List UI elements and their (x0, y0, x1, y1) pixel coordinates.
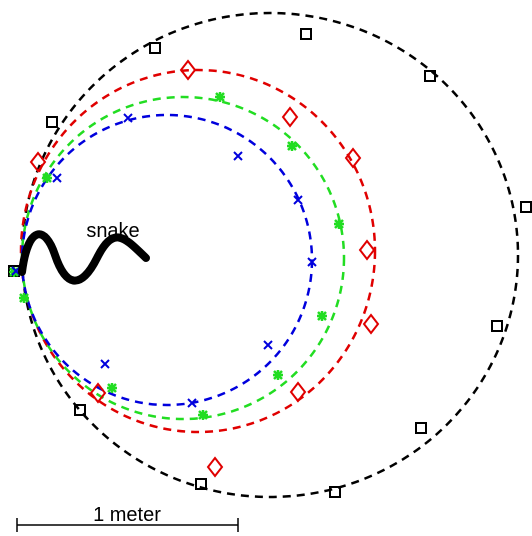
markers (9, 29, 531, 497)
diamond-marker (208, 458, 222, 476)
diamond-marker (283, 108, 297, 126)
asterisk-marker (273, 370, 283, 380)
scale-label: 1 meter (93, 504, 161, 526)
x-marker (124, 114, 132, 122)
square-marker (150, 43, 160, 53)
square-marker (416, 423, 426, 433)
square-marker (301, 29, 311, 39)
x-marker (53, 174, 61, 182)
asterisk-marker (287, 141, 297, 151)
x-marker (101, 360, 109, 368)
diamond-marker (346, 149, 360, 167)
asterisk-marker (215, 92, 225, 102)
trajectory-blue (22, 115, 312, 405)
asterisk-marker (42, 173, 52, 183)
asterisk-marker (317, 311, 327, 321)
snake-label: snake (86, 220, 139, 242)
square-marker (521, 202, 531, 212)
x-marker (234, 152, 242, 160)
asterisk-marker (334, 219, 344, 229)
diamond-marker (360, 241, 374, 259)
asterisk-marker (198, 410, 208, 420)
x-marker (264, 341, 272, 349)
square-marker (47, 117, 57, 127)
diamond-marker (364, 315, 378, 333)
asterisk-marker (19, 293, 29, 303)
figure: snake 1 meter (0, 0, 532, 536)
asterisk-marker (107, 383, 117, 393)
square-marker (492, 321, 502, 331)
